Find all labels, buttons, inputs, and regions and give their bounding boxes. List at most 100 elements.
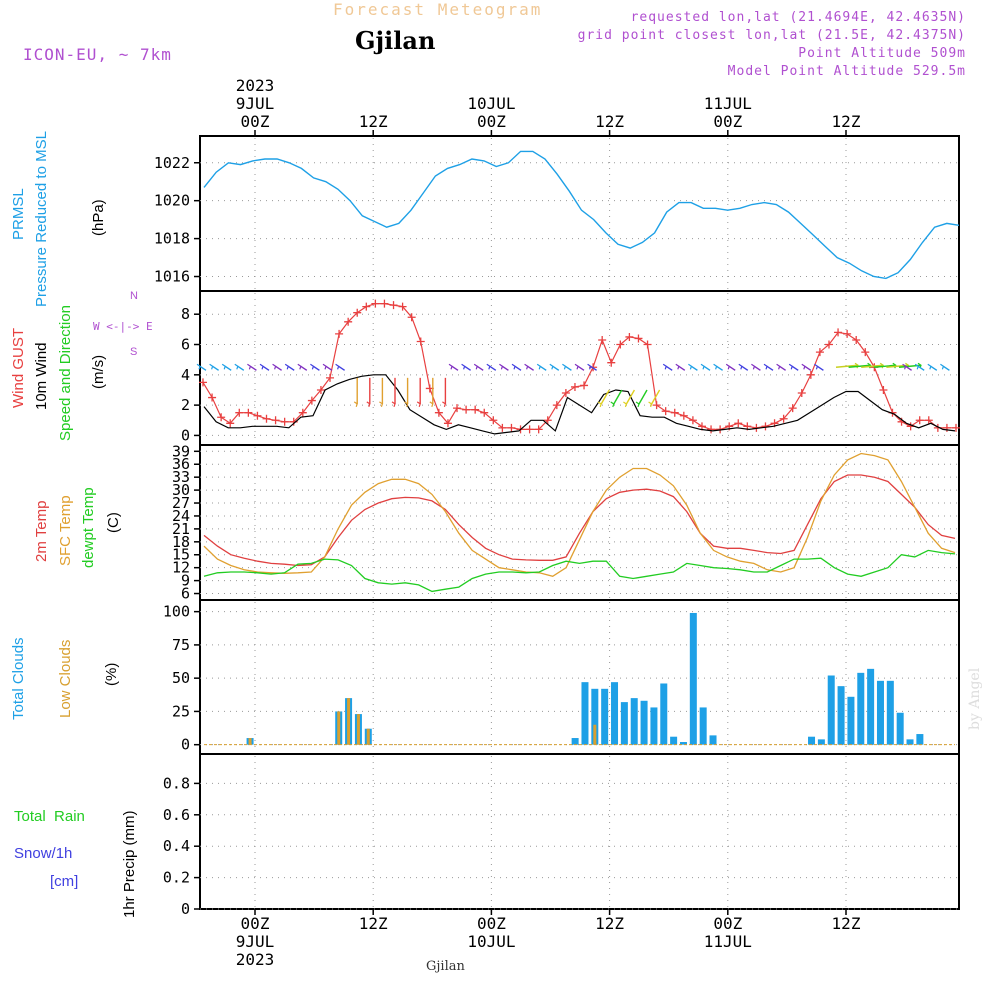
y-tick-label: 1016	[154, 268, 190, 286]
wind-gust-line	[202, 303, 956, 430]
wind-arrow	[613, 389, 623, 405]
pressure-label-2: Pressure Reduced to MSL	[33, 131, 50, 307]
rain-label: Total Rain	[14, 808, 85, 825]
gust-point	[734, 419, 743, 428]
wind-arrow-head	[623, 401, 628, 408]
y-tick-label: 100	[163, 603, 190, 621]
gust-point	[262, 414, 271, 423]
y-tick-label: 1018	[154, 230, 190, 248]
wind-arrow-head	[247, 363, 252, 370]
wind-arrow-head	[700, 363, 705, 370]
y-tick-label: 6	[181, 336, 190, 354]
low-cloud-bar	[248, 738, 252, 745]
wind-arrow-head	[879, 362, 884, 369]
wind-gust-label: Wind GUST	[10, 327, 27, 408]
wind-arrow	[325, 365, 333, 371]
wind-arrow	[835, 364, 859, 368]
y-tick-label: 0.6	[163, 806, 190, 824]
wind-arrow-head	[511, 363, 516, 370]
compass-n: N	[130, 290, 138, 302]
total-cloud-bar	[916, 734, 924, 745]
pressure-line	[203, 150, 960, 280]
gust-point	[271, 416, 280, 425]
gust-point	[942, 423, 951, 432]
total-cloud-bar	[867, 668, 875, 745]
wind-arrow-head	[914, 363, 919, 370]
wind-arrow	[300, 365, 308, 371]
y-tick-label: 0	[181, 426, 190, 444]
total-cloud-bar	[817, 739, 825, 745]
total-cloud-bar	[620, 702, 628, 745]
gust-point	[362, 302, 371, 311]
compass-ew: W <-|-> E	[93, 320, 153, 333]
wind-unit: (m/s)	[90, 354, 107, 389]
point-altitude: Point Altitude 509m	[798, 46, 966, 61]
wind-arrow-head	[353, 401, 358, 408]
wind-arrow-head	[892, 362, 897, 369]
x-tick-label-bottom: 12Z	[832, 914, 861, 933]
wind-10m-line	[203, 374, 956, 435]
date-label-top: 9JUL	[236, 94, 275, 113]
gust-point	[625, 332, 634, 341]
gust-point	[489, 416, 498, 425]
panel-frame-1	[199, 135, 960, 292]
grid-point-coords: grid point closest lon,lat (21.5E, 42.43…	[577, 28, 966, 43]
wind-arrow-head	[196, 363, 201, 370]
pressure-label-1: PRMSL	[10, 188, 27, 240]
wind-arrow-head	[442, 401, 447, 408]
gust-point	[815, 348, 824, 357]
wind-arrow	[930, 365, 938, 371]
wind-arrow	[464, 365, 471, 371]
y-tick-label: 30	[172, 481, 190, 499]
total-cloud-bar	[808, 736, 816, 745]
temp-sfc-line	[203, 452, 956, 578]
gust-point	[824, 340, 833, 349]
gust-point	[344, 317, 353, 326]
wind-arrow	[590, 365, 597, 371]
y-tick-label: 18	[172, 533, 190, 551]
requested-coords: requested lon,lat (21.4694E, 42.4635N)	[630, 10, 966, 25]
wind-arrow	[199, 365, 207, 371]
gust-point	[652, 401, 661, 410]
model-altitude: Model Point Altitude 529.5m	[727, 64, 966, 79]
low-cloud-bar	[356, 714, 360, 745]
wind-arrow	[703, 365, 711, 371]
gust-point	[806, 370, 815, 379]
y-tick-label: 50	[172, 669, 190, 687]
y-tick-label: 25	[172, 702, 190, 720]
total-cloud-bar	[581, 682, 589, 745]
wind-arrow-head	[524, 363, 529, 370]
gust-point	[389, 301, 398, 310]
wind-arrow	[625, 389, 636, 405]
total-cloud-bar	[650, 707, 658, 745]
y-tick-label: 21	[172, 520, 190, 538]
gust-point	[507, 423, 516, 432]
wind-arrow	[943, 365, 950, 371]
gust-point	[371, 299, 380, 308]
wind-arrow	[250, 365, 257, 371]
x-tick-label-top: 12Z	[595, 112, 624, 131]
wind-arrow-head	[574, 363, 579, 370]
gust-point	[952, 423, 960, 432]
gust-point	[498, 423, 507, 432]
y-tick-label: 9	[181, 572, 190, 590]
gust-point	[453, 404, 462, 413]
gust-point	[634, 334, 643, 343]
wind-arrow-head	[461, 363, 466, 370]
total-cloud-bar	[640, 700, 648, 745]
wind-arrow	[766, 365, 774, 371]
total-cloud-bar	[837, 686, 845, 745]
wind-arrow-head	[416, 401, 421, 408]
gust-point	[688, 416, 697, 425]
gust-point	[543, 416, 552, 425]
snow-unit: [cm]	[50, 873, 79, 890]
wind-arrow-head	[635, 401, 640, 408]
gust-point	[852, 335, 861, 344]
panel-frame-3	[199, 444, 960, 601]
wind-arrow-head	[902, 363, 907, 370]
gust-point	[534, 425, 543, 434]
gust-point	[316, 385, 325, 394]
wind-arrow	[476, 365, 484, 371]
gust-point	[561, 389, 570, 397]
